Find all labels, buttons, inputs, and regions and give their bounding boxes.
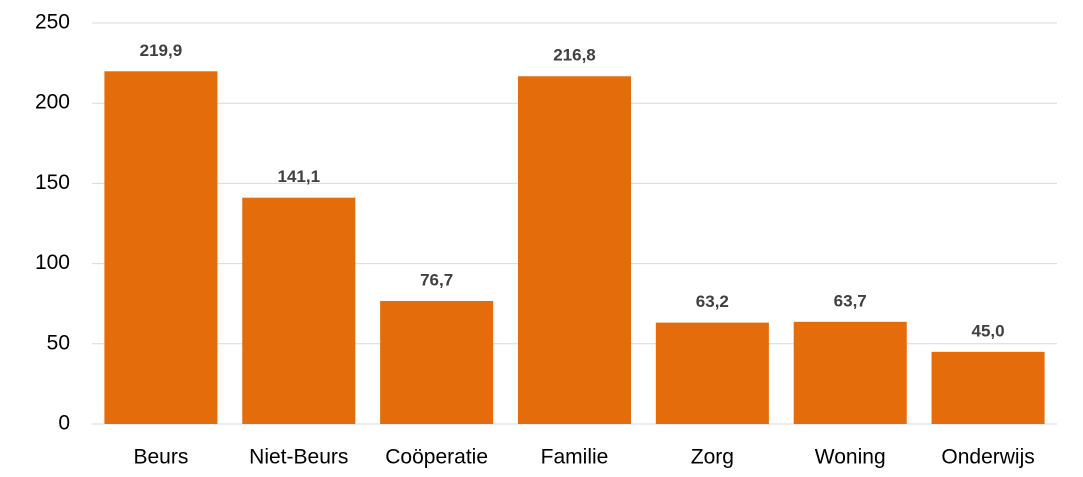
value-label: 63,7 — [834, 291, 867, 310]
value-label: 219,9 — [140, 41, 183, 60]
value-label: 45,0 — [972, 321, 1005, 340]
bar — [931, 351, 1045, 424]
value-label: 141,1 — [278, 167, 321, 186]
y-tick-label: 250 — [35, 11, 70, 34]
y-tick-label: 100 — [35, 251, 70, 274]
bar — [380, 300, 494, 424]
x-tick-label: Coöperatie — [385, 446, 488, 469]
value-label: 76,7 — [420, 270, 453, 289]
y-tick-label: 50 — [47, 331, 70, 354]
y-tick-label: 150 — [35, 171, 70, 194]
x-tick-label: Beurs — [133, 446, 188, 469]
bar — [655, 322, 769, 424]
y-tick-label: 0 — [58, 412, 70, 435]
value-label: 216,8 — [553, 46, 596, 65]
y-tick-label: 200 — [35, 91, 70, 114]
x-tick-label: Onderwijs — [941, 446, 1034, 469]
bar — [104, 71, 218, 425]
x-tick-label: Woning — [815, 446, 886, 469]
x-tick-label: Familie — [541, 446, 609, 469]
bar — [242, 197, 356, 424]
bar — [517, 76, 632, 424]
x-tick-label: Zorg — [691, 446, 734, 469]
value-label: 63,2 — [696, 292, 729, 311]
bar — [793, 321, 907, 424]
x-tick-label: Niet-Beurs — [249, 446, 348, 469]
